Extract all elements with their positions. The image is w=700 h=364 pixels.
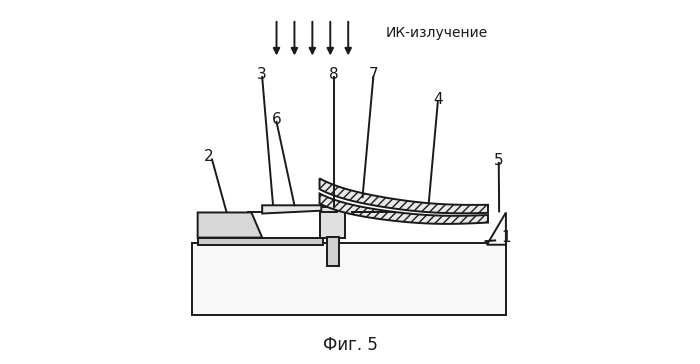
Text: 6: 6 (272, 112, 281, 127)
Polygon shape (487, 213, 506, 245)
Text: 7: 7 (368, 67, 378, 82)
Polygon shape (262, 205, 321, 214)
Bar (193, 243, 506, 314)
Text: 5: 5 (494, 153, 503, 168)
Polygon shape (197, 238, 323, 245)
Text: 8: 8 (329, 67, 339, 82)
Text: 3: 3 (258, 67, 267, 82)
Text: 4: 4 (433, 92, 442, 107)
Text: 2: 2 (204, 149, 214, 165)
Bar (319, 207, 344, 238)
Text: ИК-излучение: ИК-излучение (386, 26, 488, 40)
Polygon shape (319, 178, 488, 213)
Polygon shape (319, 194, 488, 224)
Text: Фиг. 5: Фиг. 5 (323, 336, 377, 354)
Bar (327, 237, 340, 266)
Polygon shape (197, 213, 262, 238)
Text: 1: 1 (501, 230, 511, 245)
